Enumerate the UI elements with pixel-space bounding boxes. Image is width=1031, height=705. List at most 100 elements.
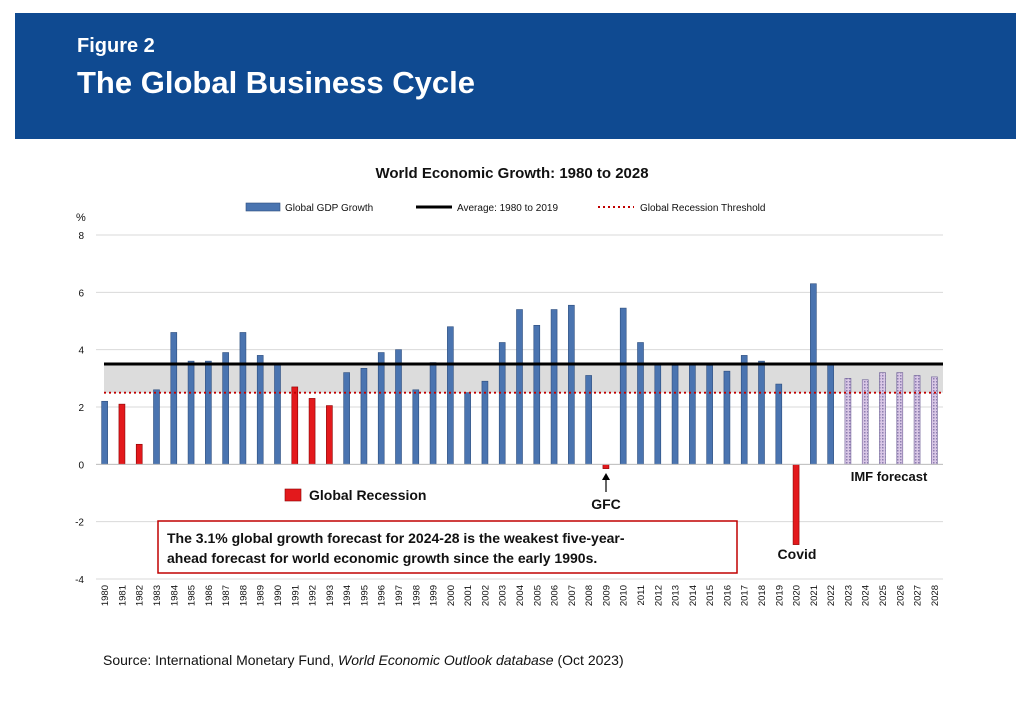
imf-forecast-label: IMF forecast	[851, 469, 928, 484]
x-tick-label: 2019	[774, 585, 785, 606]
x-tick-label: 2016	[722, 585, 733, 606]
bar-2002	[481, 380, 489, 465]
x-tick-label: 1988	[238, 585, 249, 606]
callout-box	[157, 520, 738, 574]
x-tick-label: 2001	[463, 585, 474, 606]
figure-label: Figure 2	[77, 35, 155, 57]
bar-1980	[101, 400, 108, 465]
x-tick-label: 2028	[930, 585, 941, 606]
source-note: Source: International Monetary Fund, Wor…	[103, 652, 624, 668]
x-tick-label: 2005	[532, 585, 543, 606]
x-tick-label: 2011	[636, 585, 647, 605]
x-tick-label: 2023	[843, 585, 854, 606]
x-tick-label: 2004	[515, 585, 526, 606]
bar-2020	[792, 464, 800, 545]
callout-line-2: ahead forecast for world economic growth…	[167, 550, 597, 566]
bar-2008	[585, 375, 592, 465]
bar-1994	[343, 372, 350, 465]
bar-2012	[654, 363, 662, 465]
bar-1990	[274, 363, 281, 465]
x-tick-label: 1980	[100, 585, 111, 606]
header-banner: Figure 2 The Global Business Cycle	[15, 13, 1016, 139]
x-tick-label: 1996	[377, 585, 388, 606]
bar-2019	[775, 383, 783, 465]
bar-1997	[395, 349, 402, 465]
x-tick-label: 2010	[619, 585, 630, 606]
y-tick-label: 0	[78, 460, 84, 471]
source-italic: World Economic Outlook database	[338, 652, 554, 668]
bar-1995	[360, 367, 368, 465]
bar-1989	[256, 355, 264, 465]
y-tick-label: 6	[78, 288, 84, 299]
chart-title: World Economic Growth: 1980 to 2028	[375, 165, 648, 182]
bar-1986	[205, 360, 212, 465]
bar-1982	[135, 443, 143, 465]
x-tick-label: 1987	[221, 585, 232, 606]
gfc-arrowhead	[602, 473, 610, 480]
x-tick-label: 1983	[152, 585, 163, 606]
bar-2022	[827, 363, 834, 465]
y-tick-label: -2	[75, 518, 84, 529]
y-tick-label: 2	[78, 403, 84, 414]
bar-1999	[429, 362, 437, 465]
bar-2026	[896, 372, 904, 465]
bar-2004	[516, 309, 523, 465]
x-tick-label: 2022	[826, 585, 837, 606]
bar-1988	[239, 332, 247, 465]
x-tick-label: 2012	[653, 585, 664, 606]
bar-1998	[412, 389, 420, 465]
covid-label: Covid	[778, 546, 817, 562]
bar-2015	[706, 365, 713, 465]
bar-1984	[170, 332, 178, 465]
bar-1991	[291, 386, 299, 465]
bar-2023	[844, 378, 852, 465]
bar-2003	[498, 342, 506, 465]
legend-threshold-label: Global Recession Threshold	[640, 203, 765, 214]
x-tick-label: 2025	[878, 585, 889, 606]
bar-2021	[810, 283, 817, 465]
x-tick-label: 1990	[273, 585, 284, 606]
x-tick-label: 2024	[861, 585, 872, 606]
x-tick-label: 2026	[895, 585, 906, 606]
x-tick-label: 2009	[601, 585, 612, 606]
bar-2006	[550, 309, 558, 465]
x-tick-label: 1994	[342, 585, 353, 606]
x-tick-label: 2002	[480, 585, 491, 606]
bar-2027	[913, 375, 921, 465]
x-tick-label: 2027	[913, 585, 924, 606]
callout-line-1: The 3.1% global growth forecast for 2024…	[167, 530, 625, 546]
bar-2014	[689, 363, 696, 465]
recession-legend-swatch	[284, 488, 302, 502]
bar-1985	[187, 360, 195, 465]
bar-2007	[568, 304, 575, 465]
x-tick-label: 2000	[446, 585, 457, 606]
x-tick-label: 1989	[256, 585, 267, 606]
bar-2011	[637, 342, 644, 465]
x-tick-label: 2007	[567, 585, 578, 606]
bar-1983	[153, 389, 160, 465]
y-tick-labels: 8 6 4 2 0 -2 -4	[75, 231, 84, 586]
legend: Global GDP Growth Average: 1980 to 2019 …	[245, 202, 765, 214]
x-tick-label: 1981	[117, 585, 128, 606]
y-tick-label: 8	[78, 231, 84, 242]
bar-2016	[723, 370, 731, 465]
x-tick-label: 2017	[740, 585, 751, 606]
x-tick-label: 1991	[290, 585, 301, 606]
y-axis-label: %	[76, 212, 86, 224]
source-prefix: Source: International Monetary Fund,	[103, 652, 339, 668]
bars	[101, 283, 938, 545]
x-tick-label: 2008	[584, 585, 595, 606]
bar-2025	[879, 372, 886, 465]
bar-2001	[464, 392, 471, 465]
figure-title: The Global Business Cycle	[77, 65, 475, 100]
y-tick-label: -4	[75, 575, 84, 586]
x-tick-label: 2015	[705, 585, 716, 606]
legend-gdp-swatch	[245, 202, 281, 212]
bar-2009	[602, 464, 610, 469]
bar-2017	[740, 355, 748, 465]
recession-legend-label: Global Recession	[309, 487, 426, 503]
x-tick-label: 1997	[394, 585, 405, 606]
x-tick-label: 1999	[429, 585, 440, 606]
bar-1987	[222, 352, 229, 465]
